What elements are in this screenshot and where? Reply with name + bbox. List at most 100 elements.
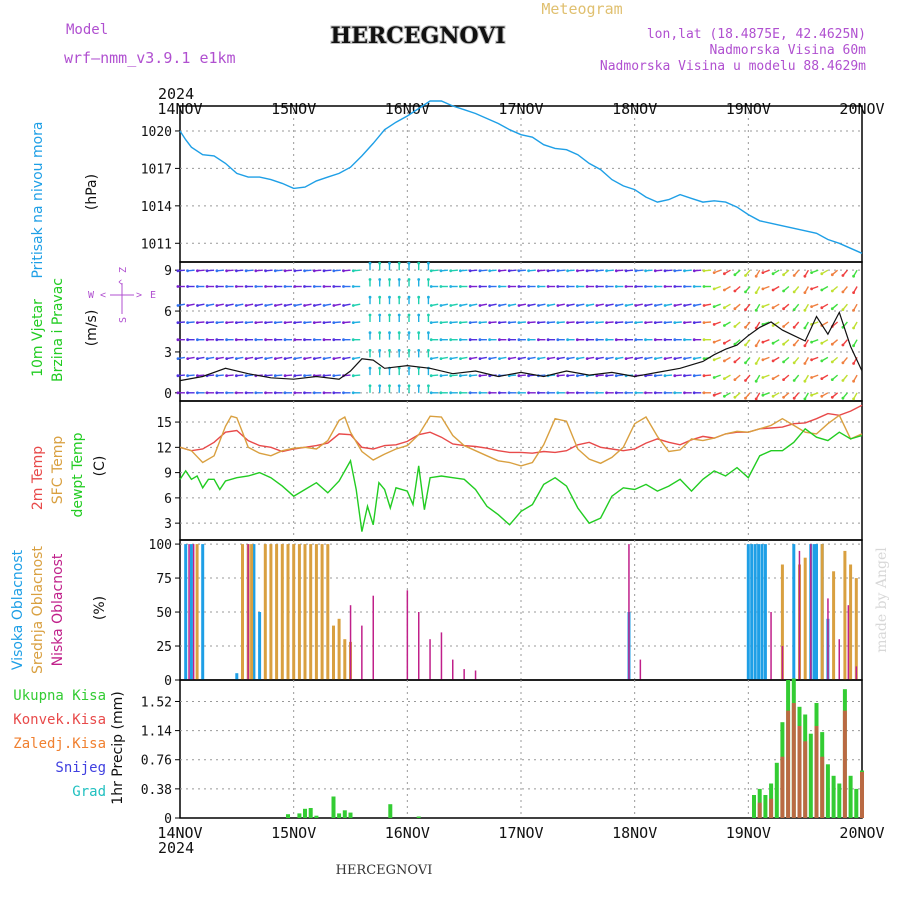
y-tick-label: 1017 [141,162,172,177]
wind-arrow-head [537,391,540,395]
wind-arrow-head [303,374,306,378]
compass-left: < [100,290,106,301]
pressure-line [179,100,863,254]
wind-arrow-head [733,307,737,311]
y-tick-label: 3 [164,346,172,361]
wind-arrow-head [332,321,336,324]
precipitation-panel: 0 0.38 0.76 1.14 1.52 [141,678,864,827]
mid-cloud-bar [780,564,784,680]
wind-arrow-head [820,272,824,276]
wind-arrow-head [712,271,716,274]
wind-arrow-head [303,338,306,342]
wind-arrow-head [196,338,199,342]
model-altitude-text: Nadmorska Visina u modelu 88.4629m [600,59,866,74]
wind-arrow-head [830,378,834,381]
total-precip-bar [303,808,307,818]
total-precip-bar [286,814,290,818]
wind-arrow-head [225,391,229,395]
wind-arrow-head [810,271,813,274]
wind-arrow-head [723,377,726,380]
wind-arrow-head [634,269,638,273]
wind-arrow-head [429,374,433,378]
wind-arrow-head [234,338,238,342]
wind-arrow-head [792,396,796,400]
wind-ylabel-1: 10m Vjetar [30,299,46,377]
wind-arrow-head [388,349,391,352]
wind-arrow-head [351,338,355,342]
wind-arrow-head [468,357,472,360]
wind-arrow-head [644,391,647,395]
temperature-panel: 3 6 9 12 15 [156,400,863,541]
legend-snow: Snijeg [55,760,106,776]
wind-arrow-head [546,338,550,342]
wind-arrow-head [595,304,599,307]
time-label-top: 17NOV [498,100,543,118]
wind-arrow-head [427,261,430,265]
year-top: 2024 [158,85,194,103]
wind-arrow-head [585,391,589,395]
wind-arrow-head [235,374,238,378]
mid-cloud-bar [337,618,341,680]
wind-arrow-head [644,321,647,324]
wind-arrow-head [283,269,287,273]
wind-arrow-head [644,357,647,360]
time-label-bottom: 17NOV [498,824,543,842]
wind-arrow-head [702,304,706,307]
wind-arrow-head [215,391,219,395]
wind-arrow-head [683,391,686,395]
wind-arrow-head [692,338,696,342]
wind-arrow-head [342,304,345,307]
high-cloud-bar [760,544,764,680]
convective-precip-bar [803,741,808,818]
compass-w: W [88,290,95,301]
station-title: HERCEGNOVI [330,23,505,49]
wind-arrow-head [176,285,180,288]
wind-arrow-head [342,285,345,288]
wind-arrow-head [744,343,747,347]
wind-arrow-head [566,338,569,342]
wind-arrow-head [754,274,758,278]
mid-cloud-bar [269,544,273,680]
wind-arrow-head [176,338,180,342]
wind-arrow-head [673,391,677,395]
wind-arrow-head [782,273,785,277]
wind-arrow-head [215,374,219,378]
wind-arrow-head [235,269,238,273]
wind-arrow-head [407,366,411,370]
wind-arrow-head [754,397,758,401]
wind-arrow-head [820,341,824,345]
wind-arrow-head [673,304,677,307]
wind-arrow-head [468,285,472,288]
wind-arrow-head [644,285,647,288]
wind-arrow-head [566,357,570,360]
altitude-text: Nadmorska Visina 60m [709,43,866,58]
wind-panel: 0 3 6 9 [164,261,863,402]
wind-arrow-head [585,338,589,342]
wind-arrow-head [427,331,430,335]
wind-arrow-head [342,321,345,324]
wind-arrow-head [585,304,589,307]
temp-ylabel-3: dewpt Temp [70,432,86,517]
wind-arrow-head [595,321,599,324]
wind-arrow-head [293,374,297,378]
wind-arrow-head [397,331,401,335]
wind-arrow-head [427,313,430,317]
wind-arrow-head [820,394,824,398]
wind-arrow-head [234,391,238,395]
mid-cloud-bar [314,544,318,680]
wind-arrow-head [407,384,411,388]
wind-arrow-head [449,338,453,342]
wind-arrow-head [702,391,706,395]
low-cloud-bar [192,544,195,680]
top-time-labels: 14NOV 15NOV 16NOV 17NOV 18NOV 19NOV 20NOV [157,100,884,118]
wind-arrow-head [351,304,355,307]
wind-arrow-head [537,321,540,324]
wind-arrow-head [254,269,258,273]
product-title: Meteogram [541,0,622,18]
wind-arrow-head [225,338,229,342]
panel-frame [179,261,863,402]
wind-arrow-head [351,374,355,378]
wind-arrow-head [517,321,521,324]
precip-legend: Ukupna Kisa Konvek.Kisa Zaledj.Kisa Snij… [13,688,106,800]
wind-arrow-head [273,269,277,273]
